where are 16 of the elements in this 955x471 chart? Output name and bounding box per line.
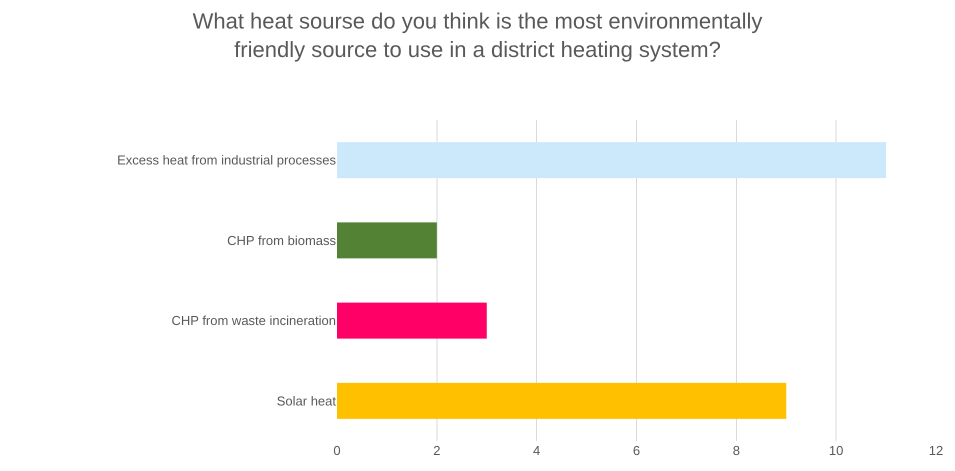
- y-tick-label: Solar heat: [276, 393, 336, 408]
- x-tick-label: 0: [333, 443, 341, 458]
- x-tick-label: 2: [433, 443, 440, 458]
- x-tick-label: 12: [928, 443, 944, 458]
- bar: [337, 142, 886, 178]
- y-tick-label: Excess heat from industrial processes: [117, 152, 336, 168]
- x-tick-label: 4: [533, 443, 540, 458]
- y-tick-label: CHP from waste incineration: [172, 313, 336, 328]
- x-tick-label: 6: [632, 443, 640, 458]
- bar: [337, 382, 786, 419]
- y-tick-label: CHP from biomass: [227, 232, 336, 248]
- x-tick-label: 10: [828, 443, 844, 458]
- chart-title: What heat sourse do you think is the most environmentally friendly source to use in a district heating system?: [192, 8, 762, 62]
- x-tick-label: 8: [732, 443, 740, 458]
- bar: [337, 302, 487, 339]
- bar: [337, 222, 437, 258]
